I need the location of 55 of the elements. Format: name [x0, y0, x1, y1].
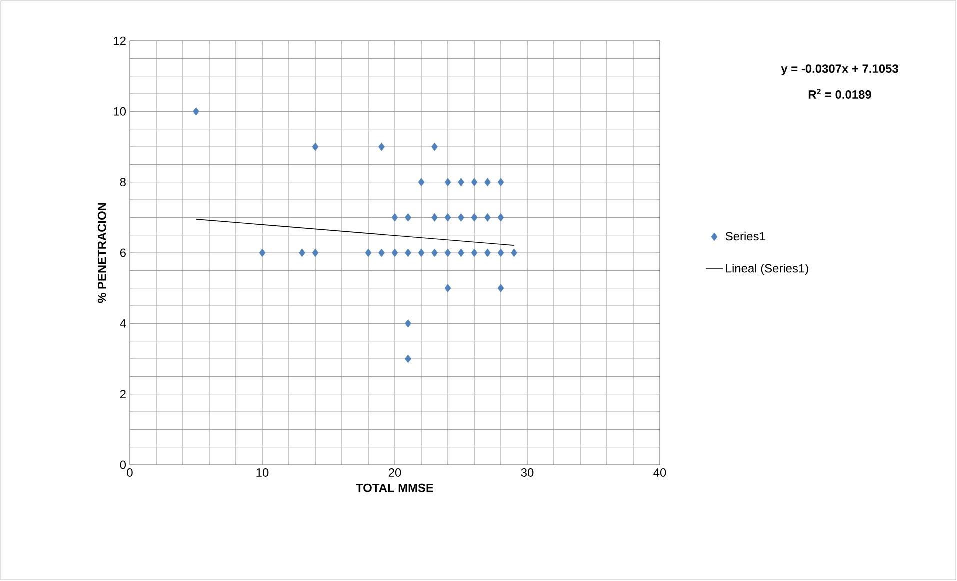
y-tick-label: 12	[114, 36, 126, 46]
point	[458, 213, 464, 222]
x-tick-label: 30	[521, 468, 534, 477]
point	[498, 284, 504, 293]
point	[405, 213, 412, 222]
point	[432, 248, 438, 258]
point	[484, 213, 491, 222]
y-tick-label: 2	[120, 390, 126, 399]
point	[418, 248, 425, 258]
point	[405, 319, 412, 328]
point	[312, 142, 319, 152]
point	[484, 178, 491, 187]
y-tick-label: 8	[120, 178, 126, 187]
point	[299, 248, 306, 258]
point	[432, 142, 438, 152]
y-tick-label: 6	[120, 248, 126, 258]
point	[471, 248, 478, 258]
x-tick-label: 10	[256, 468, 269, 477]
point	[392, 248, 398, 258]
point	[444, 213, 452, 222]
point	[511, 248, 518, 258]
point	[365, 248, 372, 258]
point	[378, 142, 385, 152]
x-axis-title: TOTAL MMSE	[356, 484, 434, 492]
point	[193, 107, 200, 116]
point	[498, 248, 504, 258]
legend-label: Series1	[726, 232, 766, 241]
y-axis-title: % PENETRACION	[98, 203, 106, 304]
text: R$^{2}$ = 0.0189	[808, 88, 872, 99]
legend-label: Lineal (Series1)	[726, 264, 808, 276]
point	[458, 178, 464, 187]
point	[405, 354, 412, 364]
point	[444, 248, 452, 258]
point	[405, 248, 412, 258]
point	[471, 178, 478, 187]
point	[259, 248, 266, 258]
y-tick-label: 4	[120, 320, 126, 328]
point	[484, 248, 491, 258]
point	[444, 178, 452, 187]
point	[444, 284, 452, 293]
point	[378, 248, 385, 258]
point	[392, 213, 398, 222]
point	[471, 213, 478, 222]
point	[432, 213, 438, 222]
x-tick-label: 0	[127, 468, 133, 477]
point	[312, 248, 319, 258]
x-tick-label: 40	[654, 468, 666, 477]
y-tick-label: 10	[114, 107, 126, 116]
x-tick-label: 20	[388, 468, 402, 477]
text: y = -0.0307x + 7.1053	[781, 64, 898, 76]
y-tick-label: 0	[120, 460, 126, 470]
point	[498, 178, 504, 187]
point	[458, 248, 464, 258]
point	[418, 178, 425, 187]
point	[498, 213, 504, 222]
